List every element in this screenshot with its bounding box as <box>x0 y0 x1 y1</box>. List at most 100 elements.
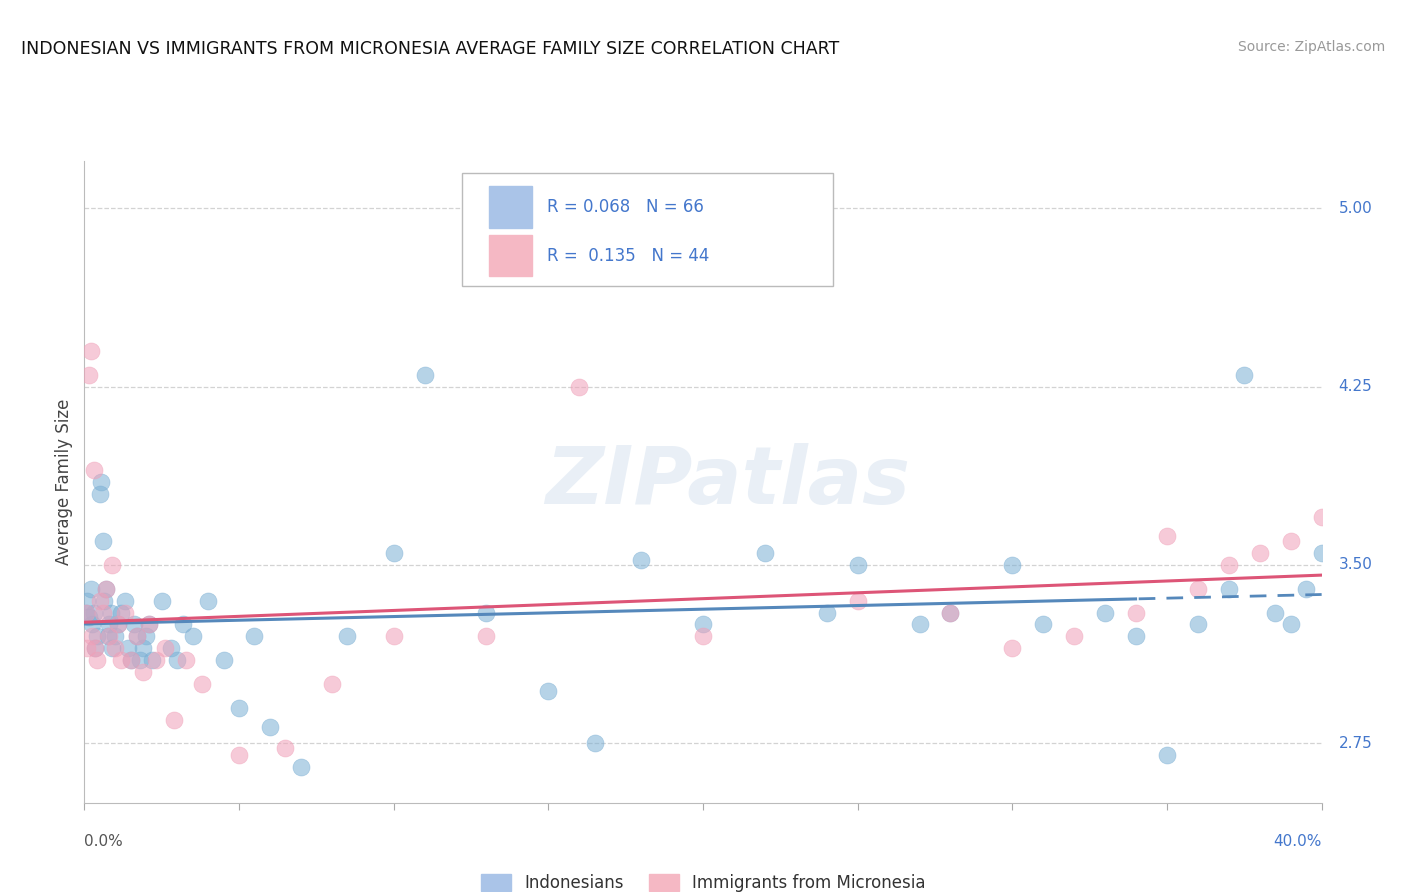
Point <box>475 606 498 620</box>
FancyBboxPatch shape <box>461 173 832 285</box>
Point <box>122 617 145 632</box>
Point <box>98 629 121 643</box>
Point <box>107 617 129 632</box>
Text: ZIPatlas: ZIPatlas <box>546 442 910 521</box>
Point <box>1310 546 1333 560</box>
Text: 5.00: 5.00 <box>1339 201 1372 216</box>
Text: INDONESIAN VS IMMIGRANTS FROM MICRONESIA AVERAGE FAMILY SIZE CORRELATION CHART: INDONESIAN VS IMMIGRANTS FROM MICRONESIA… <box>21 40 839 58</box>
Point <box>382 546 405 560</box>
Point <box>1156 748 1178 763</box>
Point <box>583 736 606 750</box>
Point <box>163 713 186 727</box>
Point <box>91 534 114 549</box>
Point <box>93 593 115 607</box>
Point <box>1001 558 1024 572</box>
Point <box>96 629 118 643</box>
Point <box>101 558 124 572</box>
Point <box>908 617 931 632</box>
Point <box>125 629 148 643</box>
Point <box>939 606 962 620</box>
Y-axis label: Average Family Size: Average Family Size <box>55 399 73 565</box>
Point <box>846 593 869 607</box>
Bar <box>489 235 533 277</box>
Point <box>138 617 160 632</box>
Point <box>475 629 498 643</box>
Point <box>90 475 112 489</box>
Point <box>172 617 194 632</box>
Point <box>1001 641 1024 656</box>
Point <box>1094 606 1116 620</box>
Point <box>1310 510 1333 524</box>
Point <box>125 629 148 643</box>
Point <box>110 653 132 667</box>
Text: Source: ZipAtlas.com: Source: ZipAtlas.com <box>1237 40 1385 54</box>
Text: 0.0%: 0.0% <box>84 834 124 849</box>
Text: R = 0.068   N = 66: R = 0.068 N = 66 <box>547 198 704 216</box>
Point <box>1156 529 1178 543</box>
Point <box>176 653 198 667</box>
Text: R =  0.135   N = 44: R = 0.135 N = 44 <box>547 246 710 265</box>
Point <box>145 653 167 667</box>
Point <box>129 653 152 667</box>
Point <box>89 593 111 607</box>
Point <box>939 606 962 620</box>
Point <box>83 463 105 477</box>
Point <box>1125 629 1147 643</box>
Point <box>1218 558 1240 572</box>
Point <box>132 665 155 679</box>
Point <box>82 629 104 643</box>
Point <box>197 593 219 607</box>
Point <box>98 617 121 632</box>
Point <box>166 653 188 667</box>
Point <box>141 653 163 667</box>
Point <box>84 641 107 656</box>
Point <box>336 629 359 643</box>
Text: 2.75: 2.75 <box>1339 736 1372 751</box>
Point <box>77 368 100 382</box>
Point <box>84 641 107 656</box>
Point <box>243 629 266 643</box>
Point <box>568 379 591 393</box>
Point <box>89 486 111 500</box>
Point <box>1279 617 1302 632</box>
Point <box>382 629 405 643</box>
Point <box>537 684 560 698</box>
Point <box>413 368 436 382</box>
Point <box>120 653 142 667</box>
Point <box>100 606 122 620</box>
Text: 3.50: 3.50 <box>1339 558 1372 573</box>
Point <box>181 629 204 643</box>
Point <box>75 606 97 620</box>
Point <box>1187 582 1209 596</box>
Point <box>110 606 132 620</box>
Point <box>321 677 343 691</box>
Point <box>86 629 108 643</box>
Point <box>132 641 155 656</box>
Text: 40.0%: 40.0% <box>1274 834 1322 849</box>
Point <box>120 653 142 667</box>
Point <box>82 617 104 632</box>
Point <box>1125 606 1147 620</box>
Point <box>1279 534 1302 549</box>
Point <box>274 741 297 756</box>
Point <box>75 606 97 620</box>
Point <box>1264 606 1286 620</box>
Point <box>1233 368 1256 382</box>
Point <box>79 582 101 596</box>
Point <box>76 641 98 656</box>
Point <box>150 593 173 607</box>
Point <box>107 617 129 632</box>
Point <box>138 617 160 632</box>
Point <box>754 546 776 560</box>
Point <box>212 653 235 667</box>
Point <box>153 641 176 656</box>
Point <box>191 677 214 691</box>
Point <box>94 582 117 596</box>
Point <box>91 606 114 620</box>
Point <box>815 606 838 620</box>
Point <box>1063 629 1085 643</box>
Point <box>630 553 652 567</box>
Point <box>117 641 139 656</box>
Point <box>86 653 108 667</box>
Point <box>114 593 136 607</box>
